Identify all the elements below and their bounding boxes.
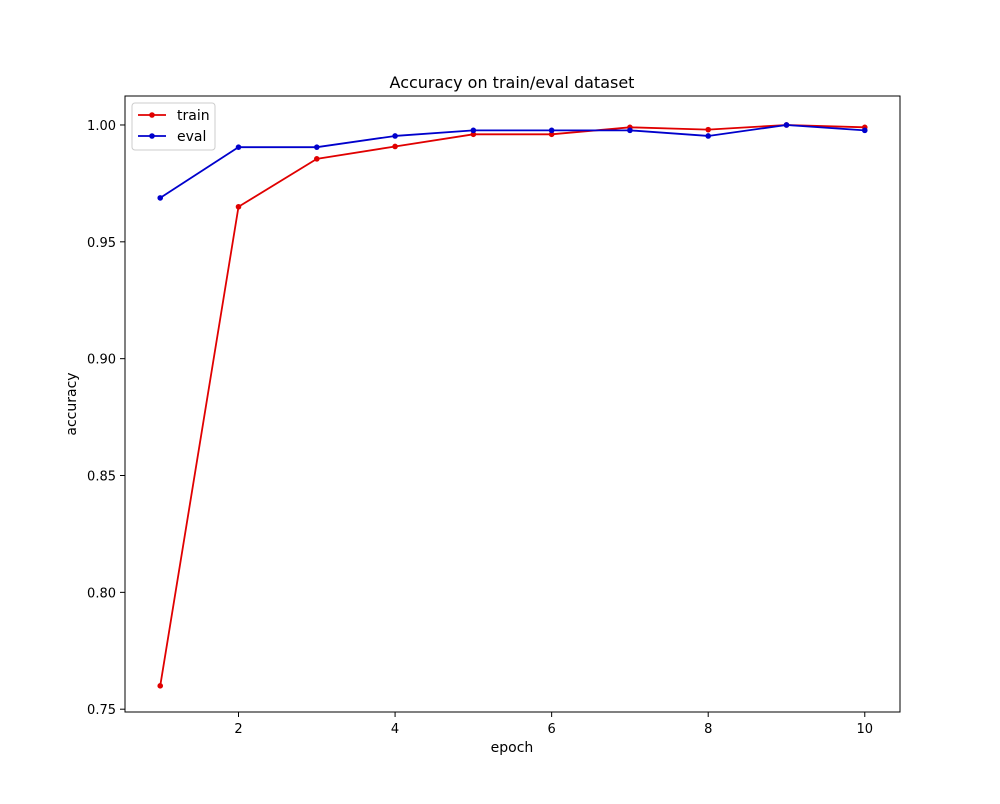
data-point-eval [783, 122, 790, 128]
data-point-eval [627, 127, 633, 134]
data-point-eval [705, 133, 712, 139]
legend-label-train: train [177, 108, 210, 124]
legend-label-eval: eval [177, 129, 206, 145]
x-tick-label: 8 [704, 722, 712, 737]
data-point-eval [548, 127, 555, 134]
y-tick-label: 1.00 [87, 119, 116, 134]
data-point-train [548, 131, 555, 138]
series-layer [157, 122, 868, 689]
data-point-train [392, 143, 398, 150]
legend-marker-eval [149, 133, 155, 139]
y-axis-label: accuracy [64, 372, 80, 435]
data-point-train [705, 126, 712, 133]
x-axis: 2 4 6 8 10 [234, 712, 873, 737]
data-point-train [235, 203, 242, 210]
y-tick-label: 0.80 [87, 586, 116, 601]
legend: train eval [131, 102, 216, 151]
chart-title: Accuracy on train/eval dataset [390, 73, 635, 92]
x-tick-label: 10 [856, 722, 873, 737]
y-tick-label: 0.85 [87, 470, 116, 485]
data-point-eval [861, 127, 868, 134]
series-line-train [159, 124, 865, 686]
data-point-train [313, 156, 320, 162]
y-tick-label: 0.90 [87, 353, 116, 368]
data-point-train [157, 683, 164, 689]
x-tick-label: 6 [548, 722, 556, 737]
data-point-eval [235, 144, 242, 150]
legend-marker-train [149, 112, 155, 118]
x-axis-label: epoch [491, 740, 534, 756]
data-point-train [470, 131, 477, 138]
y-tick-label: 0.75 [87, 703, 116, 718]
plot-area: 2 4 6 8 10 0.75 0.80 0.85 0.90 0.95 1.00 [87, 95, 901, 737]
y-tick-label: 0.95 [87, 236, 116, 251]
data-point-eval [157, 195, 164, 201]
y-axis: 0.75 0.80 0.85 0.90 0.95 1.00 [87, 119, 125, 718]
series-line-eval [159, 124, 865, 199]
data-point-eval [470, 127, 477, 134]
x-tick-label: 2 [234, 722, 242, 737]
plot-frame [124, 95, 901, 713]
data-point-eval [392, 133, 398, 139]
x-tick-label: 4 [391, 722, 399, 737]
data-point-eval [313, 144, 320, 150]
